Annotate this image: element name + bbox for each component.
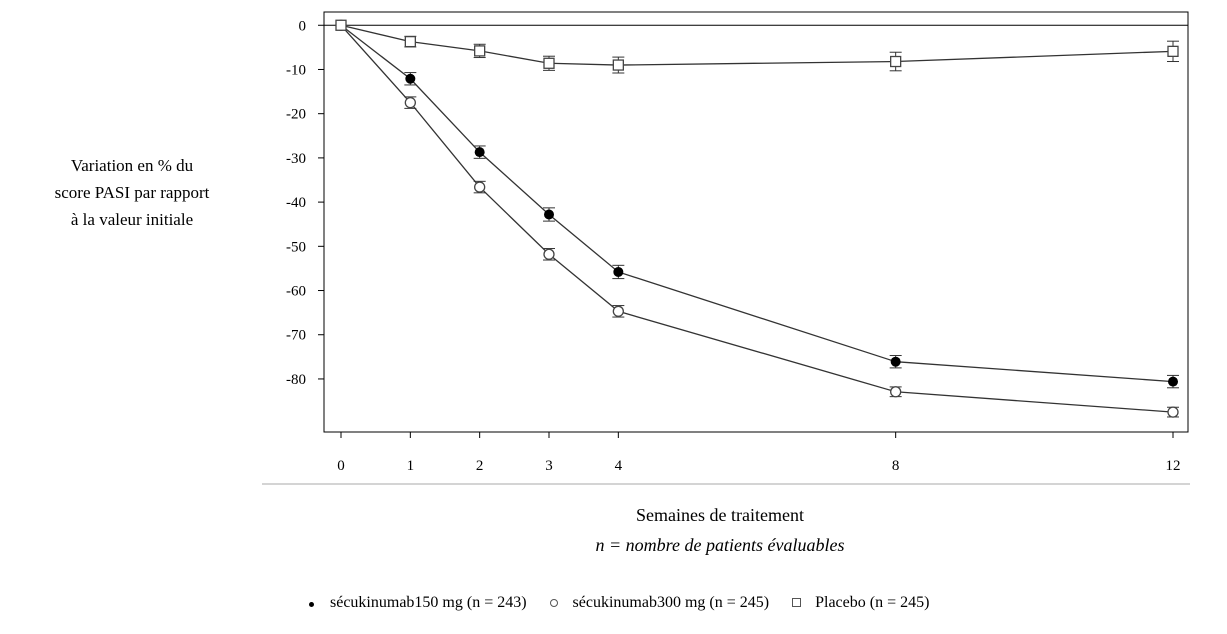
y-axis-label-line: score PASI par rapport [54,183,210,202]
legend-label: sécukinumab300 mg (n = 245) [572,594,770,612]
data-point [612,59,624,71]
series-1 [336,20,1179,389]
series-line [340,24,1174,383]
data-point [612,305,624,317]
x-tick-label: 1 [407,458,415,474]
data-point [404,96,416,109]
data-point [335,19,347,31]
legend-label: sécukinumab150 mg (n = 243) [330,594,527,612]
data-point [890,386,902,398]
data-point [1167,45,1179,57]
data-point [404,35,416,48]
open-square-icon [781,594,811,612]
x-axis-title: Semaines de traitement [636,505,804,525]
data-point [890,55,902,68]
x-axis-subtitle: n = nombre de patients évaluables [595,535,845,555]
y-axis-ticks: 0 -10 -20 -30 -40 -50 -60 -70 -80 [286,18,324,388]
data-point [890,356,901,367]
data-point [1167,406,1179,418]
y-tick-label: -50 [286,239,306,255]
x-tick-label: 8 [892,458,900,474]
open-circle-icon [539,594,569,612]
data-point [474,181,486,193]
series-2 [335,19,1179,418]
data-point [543,248,555,260]
series-group [335,19,1179,418]
x-tick-label: 12 [1166,458,1181,474]
plot-frame [323,11,1189,433]
y-axis-label-line: Variation en % du [70,156,194,175]
filled-circle-icon [296,594,326,612]
x-axis-ticks: 0 1 2 3 4 8 12 [337,432,1181,474]
x-tick-label: 0 [337,458,345,474]
data-point [544,209,554,220]
legend: sécukinumab150 mg (n = 243) sécukinumab3… [296,594,1226,612]
x-axis-label: Semaines de traitement n = nombre de pat… [470,500,970,560]
legend-item-placebo: Placebo (n = 245) [781,594,929,612]
y-axis-label: Variation en % du score PASI par rapport… [14,152,250,233]
data-point [1168,376,1178,387]
y-axis-label-line: à la valeur initiale [70,210,194,229]
y-tick-label: -10 [286,62,306,78]
y-tick-label: 0 [299,18,307,34]
x-tick-label: 4 [615,458,623,474]
series-line [340,24,1174,66]
y-tick-label: -70 [286,328,306,344]
y-tick-label: -40 [286,195,306,211]
x-tick-label: 3 [545,458,553,474]
data-point [474,45,486,57]
y-tick-label: -80 [286,372,306,388]
y-tick-label: -20 [286,107,306,123]
y-tick-label: -60 [286,284,306,300]
legend-item-secukinumab-300: sécukinumab300 mg (n = 245) [539,594,770,612]
legend-item-secukinumab-150: sécukinumab150 mg (n = 243) [296,594,527,612]
y-tick-label: -30 [286,151,306,167]
data-point [474,147,485,158]
series-3 [335,19,1179,74]
data-point [543,57,555,69]
x-tick-label: 2 [476,458,484,474]
data-point [405,73,416,84]
data-point [613,266,624,277]
legend-label: Placebo (n = 245) [815,594,930,612]
series-line [340,24,1174,413]
